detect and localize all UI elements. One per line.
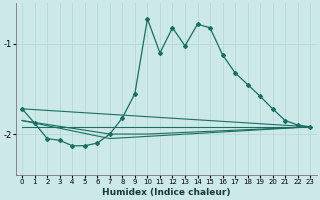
X-axis label: Humidex (Indice chaleur): Humidex (Indice chaleur) xyxy=(102,188,230,197)
